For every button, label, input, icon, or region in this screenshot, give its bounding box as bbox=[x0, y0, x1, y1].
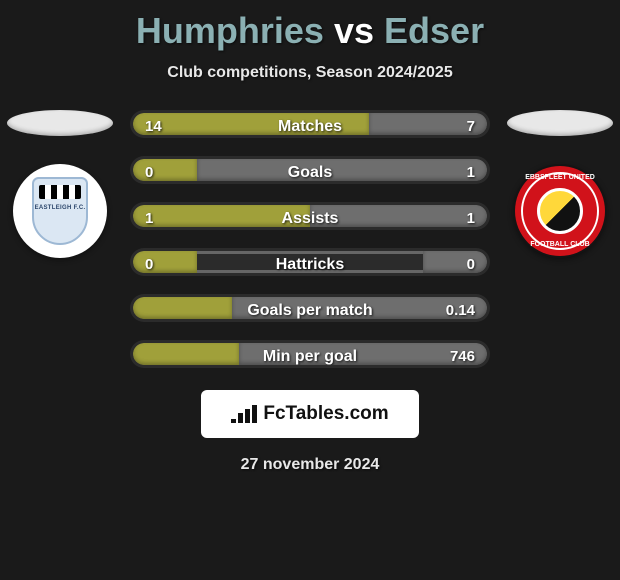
team-a-column: EASTLEIGH F.C. bbox=[0, 110, 120, 258]
stat-value-a: 14 bbox=[145, 113, 162, 138]
stat-fill-a bbox=[133, 159, 197, 181]
stat-value-a: 0 bbox=[145, 159, 153, 184]
stat-fill-b bbox=[197, 159, 487, 181]
team-a-chip bbox=[7, 110, 113, 136]
stat-fill-a bbox=[133, 343, 239, 365]
brand-badge: FcTables.com bbox=[201, 390, 419, 438]
stat-value-b: 1 bbox=[467, 205, 475, 230]
team-b-column: EBBSFLEET UNITED FOOTBALL CLUB bbox=[500, 110, 620, 258]
team-b-logo-top-text: EBBSFLEET UNITED bbox=[515, 174, 605, 181]
stat-fill-b bbox=[310, 205, 487, 227]
team-a-logo-text: EASTLEIGH F.C. bbox=[35, 205, 86, 211]
stat-row: 01Goals bbox=[130, 156, 490, 184]
subtitle: Club competitions, Season 2024/2025 bbox=[0, 64, 620, 82]
stat-bars: 147Matches01Goals11Assists00Hattricks0.1… bbox=[130, 110, 490, 368]
stat-value-b: 0 bbox=[467, 251, 475, 276]
player-a-name: Humphries bbox=[136, 10, 324, 51]
stat-fill-a bbox=[133, 113, 369, 135]
stat-fill-a bbox=[133, 251, 197, 273]
stat-value-b: 746 bbox=[450, 343, 475, 368]
team-b-chip bbox=[507, 110, 613, 136]
stat-value-b: 7 bbox=[467, 113, 475, 138]
stat-fill-b bbox=[423, 251, 487, 273]
team-b-logo-bottom-text: FOOTBALL CLUB bbox=[515, 241, 605, 248]
vs-text: vs bbox=[334, 10, 374, 51]
bar-chart-icon bbox=[231, 405, 257, 423]
stat-value-a: 1 bbox=[145, 205, 153, 230]
stat-value-b: 0.14 bbox=[446, 297, 475, 322]
player-b-name: Edser bbox=[384, 10, 484, 51]
stat-row: 11Assists bbox=[130, 202, 490, 230]
stat-fill-a bbox=[133, 205, 310, 227]
stat-row: 0.14Goals per match bbox=[130, 294, 490, 322]
shield-icon: EASTLEIGH F.C. bbox=[32, 177, 88, 245]
stat-row: 746Min per goal bbox=[130, 340, 490, 368]
stat-fill-a bbox=[133, 297, 232, 319]
team-b-logo: EBBSFLEET UNITED FOOTBALL CLUB bbox=[513, 164, 607, 258]
stat-row: 147Matches bbox=[130, 110, 490, 138]
round-crest-icon: EBBSFLEET UNITED FOOTBALL CLUB bbox=[515, 166, 605, 256]
page-title: Humphries vs Edser bbox=[0, 0, 620, 52]
date-text: 27 november 2024 bbox=[0, 456, 620, 474]
brand-text: FcTables.com bbox=[263, 403, 388, 425]
team-a-logo: EASTLEIGH F.C. bbox=[13, 164, 107, 258]
stat-row: 00Hattricks bbox=[130, 248, 490, 276]
stat-value-b: 1 bbox=[467, 159, 475, 184]
stat-value-a: 0 bbox=[145, 251, 153, 276]
comparison-content: EASTLEIGH F.C. EBBSFLEET UNITED FOOTBALL… bbox=[0, 110, 620, 368]
